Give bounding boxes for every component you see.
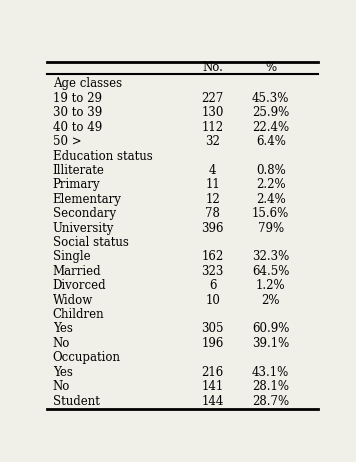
Text: 79%: 79% bbox=[258, 222, 284, 235]
Text: 12: 12 bbox=[205, 193, 220, 206]
Text: Children: Children bbox=[53, 308, 104, 321]
Text: No: No bbox=[53, 337, 70, 350]
Text: No: No bbox=[53, 380, 70, 393]
Text: 45.3%: 45.3% bbox=[252, 92, 289, 105]
Text: 216: 216 bbox=[201, 366, 224, 379]
Text: %: % bbox=[265, 61, 276, 74]
Text: Primary: Primary bbox=[53, 178, 100, 191]
Text: 19 to 29: 19 to 29 bbox=[53, 92, 102, 105]
Text: 28.1%: 28.1% bbox=[252, 380, 289, 393]
Text: 64.5%: 64.5% bbox=[252, 265, 289, 278]
Text: Divorced: Divorced bbox=[53, 279, 106, 292]
Text: 30 to 39: 30 to 39 bbox=[53, 106, 102, 119]
Text: 32.3%: 32.3% bbox=[252, 250, 289, 263]
Text: Student: Student bbox=[53, 395, 100, 407]
Text: 196: 196 bbox=[201, 337, 224, 350]
Text: Social status: Social status bbox=[53, 236, 129, 249]
Text: University: University bbox=[53, 222, 114, 235]
Text: 112: 112 bbox=[202, 121, 224, 134]
Text: 2%: 2% bbox=[262, 294, 280, 307]
Text: 25.9%: 25.9% bbox=[252, 106, 289, 119]
Text: Yes: Yes bbox=[53, 322, 73, 335]
Text: 11: 11 bbox=[205, 178, 220, 191]
Text: 162: 162 bbox=[201, 250, 224, 263]
Text: 305: 305 bbox=[201, 322, 224, 335]
Text: 50 >: 50 > bbox=[53, 135, 82, 148]
Text: Occupation: Occupation bbox=[53, 351, 121, 365]
Text: 323: 323 bbox=[201, 265, 224, 278]
Text: 6.4%: 6.4% bbox=[256, 135, 286, 148]
Text: Yes: Yes bbox=[53, 366, 73, 379]
Text: 22.4%: 22.4% bbox=[252, 121, 289, 134]
Text: 32: 32 bbox=[205, 135, 220, 148]
Text: 28.7%: 28.7% bbox=[252, 395, 289, 407]
Text: 0.8%: 0.8% bbox=[256, 164, 286, 177]
Text: 43.1%: 43.1% bbox=[252, 366, 289, 379]
Text: 141: 141 bbox=[201, 380, 224, 393]
Text: 144: 144 bbox=[201, 395, 224, 407]
Text: 60.9%: 60.9% bbox=[252, 322, 289, 335]
Text: 2.4%: 2.4% bbox=[256, 193, 286, 206]
Text: Elementary: Elementary bbox=[53, 193, 122, 206]
Text: Education status: Education status bbox=[53, 150, 152, 163]
Text: 2.2%: 2.2% bbox=[256, 178, 286, 191]
Text: 78: 78 bbox=[205, 207, 220, 220]
Text: 4: 4 bbox=[209, 164, 216, 177]
Text: 130: 130 bbox=[201, 106, 224, 119]
Text: Illiterate: Illiterate bbox=[53, 164, 105, 177]
Text: 396: 396 bbox=[201, 222, 224, 235]
Text: Single: Single bbox=[53, 250, 90, 263]
Text: Secondary: Secondary bbox=[53, 207, 116, 220]
Text: 227: 227 bbox=[201, 92, 224, 105]
Text: 15.6%: 15.6% bbox=[252, 207, 289, 220]
Text: 39.1%: 39.1% bbox=[252, 337, 289, 350]
Text: 10: 10 bbox=[205, 294, 220, 307]
Text: Widow: Widow bbox=[53, 294, 93, 307]
Text: 6: 6 bbox=[209, 279, 216, 292]
Text: 1.2%: 1.2% bbox=[256, 279, 286, 292]
Text: Age classes: Age classes bbox=[53, 78, 122, 91]
Text: No.: No. bbox=[202, 61, 223, 74]
Text: 40 to 49: 40 to 49 bbox=[53, 121, 102, 134]
Text: Married: Married bbox=[53, 265, 101, 278]
